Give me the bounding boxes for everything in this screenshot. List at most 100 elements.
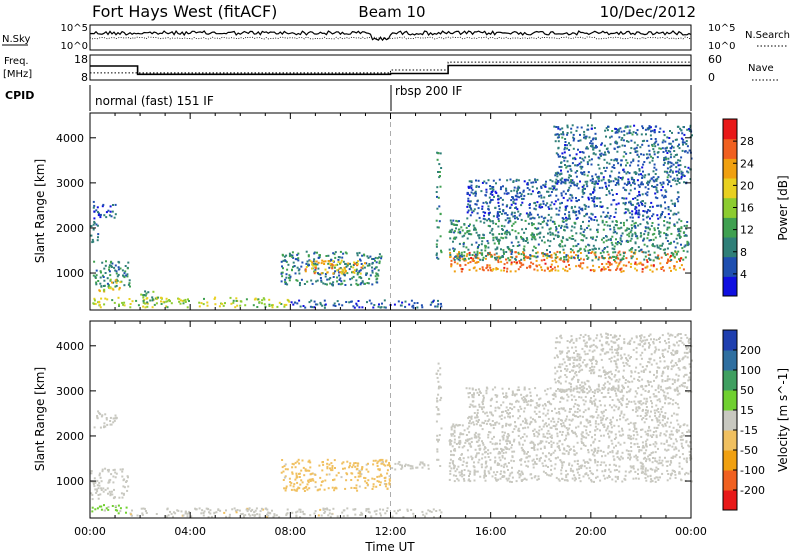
range-gate-cell — [506, 217, 509, 220]
range-gate-cell — [505, 451, 508, 454]
range-gate-cell — [654, 196, 657, 199]
range-gate-cell — [94, 277, 97, 279]
range-gate-cell — [453, 431, 456, 434]
range-gate-cell — [579, 265, 582, 268]
range-gate-cell — [644, 402, 647, 405]
range-gate-cell — [641, 428, 644, 431]
range-gate-cell — [664, 395, 667, 398]
range-gate-cell — [571, 429, 573, 432]
range-gate-cell — [519, 437, 522, 440]
range-gate-cell — [505, 187, 508, 190]
y-tick-label: 3000 — [56, 177, 84, 190]
range-gate-cell — [411, 465, 414, 468]
range-gate-cell — [637, 184, 640, 187]
range-gate-cell — [371, 283, 374, 286]
range-gate-cell — [386, 487, 389, 490]
range-gate-cell — [289, 254, 292, 257]
range-gate-cell — [677, 196, 680, 199]
range-gate-cell — [351, 472, 354, 475]
range-gate-cell — [594, 257, 597, 260]
range-gate-cell — [594, 132, 597, 135]
range-gate-cell — [573, 415, 576, 417]
range-gate-cell — [618, 227, 621, 230]
range-gate-cell — [538, 236, 541, 239]
range-gate-cell — [597, 446, 600, 449]
range-gate-cell — [109, 416, 112, 419]
range-gate-cell — [532, 447, 535, 449]
range-gate-cell — [672, 455, 675, 458]
range-gate-cell — [651, 145, 654, 148]
range-gate-cell — [241, 512, 244, 515]
range-gate-cell — [528, 455, 531, 458]
range-gate-cell — [500, 470, 503, 473]
range-gate-cell — [125, 274, 128, 277]
range-gate-cell — [456, 262, 459, 265]
range-gate-cell — [667, 448, 670, 451]
range-gate-cell — [589, 179, 592, 182]
range-gate-cell — [687, 128, 690, 131]
range-gate-cell — [525, 456, 528, 459]
range-gate-cell — [528, 188, 531, 191]
range-gate-cell — [91, 241, 94, 244]
range-gate-cell — [488, 431, 491, 433]
range-gate-cell — [383, 306, 386, 309]
range-gate-cell — [127, 283, 130, 286]
range-gate-cell — [566, 124, 569, 127]
range-gate-cell — [292, 485, 295, 488]
range-gate-cell — [376, 277, 379, 280]
range-gate-cell — [505, 236, 508, 239]
range-gate-cell — [368, 264, 371, 267]
range-gate-cell — [666, 260, 669, 263]
range-gate-cell — [570, 255, 573, 258]
range-gate-cell — [684, 473, 686, 476]
range-gate-cell — [349, 262, 351, 265]
range-gate-cell — [677, 170, 680, 173]
range-gate-cell — [539, 232, 542, 235]
range-gate-cell — [672, 146, 675, 149]
range-gate-cell — [678, 234, 681, 237]
range-gate-cell — [661, 472, 664, 475]
range-gate-cell — [258, 515, 261, 518]
range-gate-cell — [366, 255, 369, 258]
range-gate-cell — [603, 461, 606, 464]
range-gate-cell — [481, 253, 484, 256]
range-gate-cell — [550, 254, 553, 256]
range-gate-cell — [682, 434, 685, 437]
range-gate-cell — [666, 179, 669, 181]
range-gate-cell — [619, 434, 622, 437]
range-gate-cell — [675, 161, 677, 164]
range-gate-cell — [449, 442, 452, 445]
range-gate-cell — [123, 478, 126, 481]
range-gate-cell — [502, 251, 505, 254]
range-gate-cell — [425, 512, 428, 515]
range-gate-cell — [294, 461, 297, 464]
range-gate-cell — [587, 421, 590, 424]
range-gate-cell — [524, 397, 527, 400]
range-gate-cell — [473, 436, 476, 439]
range-gate-cell — [357, 475, 360, 478]
range-gate-cell — [677, 250, 680, 253]
range-gate-cell — [672, 140, 675, 143]
range-gate-cell — [688, 149, 691, 152]
range-gate-cell — [523, 433, 526, 436]
range-gate-cell — [93, 485, 96, 488]
range-gate-cell — [317, 256, 320, 259]
range-gate-cell — [631, 247, 634, 249]
range-gate-cell — [628, 400, 630, 403]
range-gate-cell — [608, 190, 610, 193]
range-gate-cell — [273, 514, 276, 517]
range-gate-cell — [656, 244, 659, 247]
range-gate-cell — [628, 201, 630, 204]
range-gate-cell — [655, 178, 657, 181]
range-gate-cell — [666, 146, 668, 149]
range-gate-cell — [354, 262, 357, 265]
range-gate-cell — [305, 250, 308, 253]
range-gate-cell — [463, 479, 466, 482]
range-gate-cell — [487, 470, 490, 473]
range-gate-cell — [571, 179, 574, 182]
range-gate-cell — [520, 262, 523, 265]
range-gate-cell — [491, 269, 494, 272]
range-gate-cell — [235, 297, 238, 300]
range-gate-cell — [586, 258, 589, 260]
range-gate-cell — [579, 227, 582, 230]
